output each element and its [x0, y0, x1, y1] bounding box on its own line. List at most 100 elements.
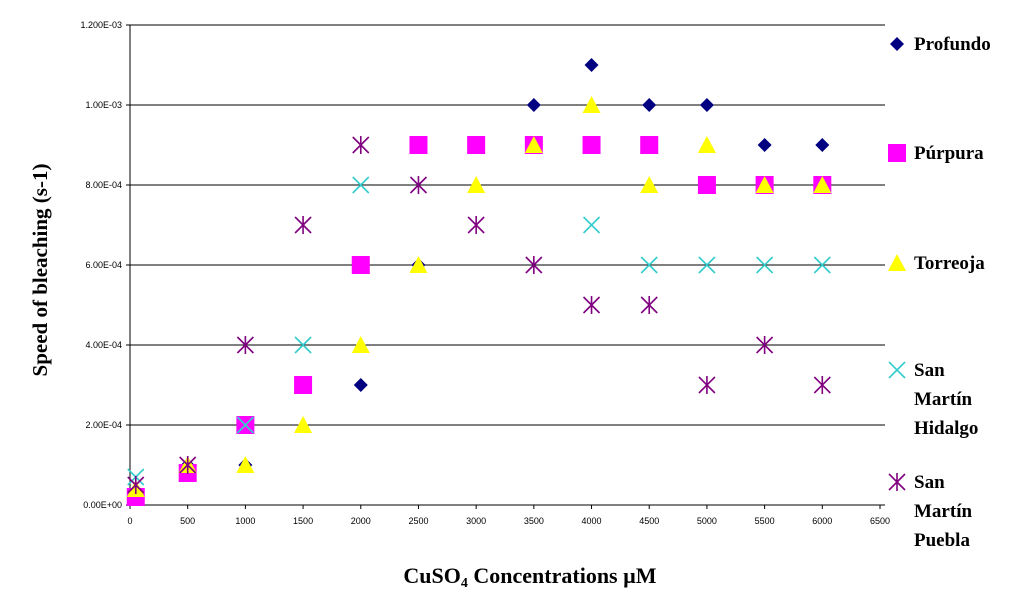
data-point [582, 296, 601, 314]
x-tick-labels: 0 500 1000 1500 2000 2500 3000 3500 4000 4500 5000… [127, 505, 890, 526]
y-axis-title: Speed of bleaching (s-1) [28, 164, 52, 377]
data-point [813, 176, 832, 193]
legend-marker [888, 254, 906, 271]
legend-label: Martín [914, 389, 972, 410]
legend-label: Puebla [914, 530, 970, 551]
data-point [236, 456, 255, 473]
legend-item: San Martín Puebla [888, 472, 972, 551]
data-point [756, 256, 774, 274]
data-point [467, 176, 486, 193]
legend-label: Torreoja [914, 253, 985, 274]
data-point [757, 138, 772, 152]
x-tick-label: 3000 [466, 516, 486, 526]
x-tick-label: 2500 [408, 516, 428, 526]
data-point [642, 98, 657, 112]
data-point [640, 256, 658, 274]
data-point [525, 256, 543, 274]
y-tick-label: 0.00E+00 [83, 500, 122, 510]
gridlines [130, 24, 885, 426]
legend-label: Profundo [914, 34, 991, 55]
legend-item: Torreoja [888, 253, 985, 274]
data-point [697, 136, 716, 153]
x-tick-label: 0 [127, 516, 132, 526]
x-tick-label: 6500 [870, 516, 890, 526]
data-point [582, 216, 601, 234]
x-tick-label: 4000 [582, 516, 602, 526]
legend-item: Profundo [890, 34, 991, 55]
legend-marker [888, 144, 906, 162]
data-point [698, 256, 716, 274]
data-points [126, 58, 832, 506]
data-point [699, 98, 714, 112]
legend-item: San Martín Hidalgo [888, 360, 978, 439]
data-point [236, 336, 254, 354]
data-point [813, 256, 831, 274]
data-point [294, 376, 313, 394]
data-point [409, 136, 428, 154]
data-point [352, 176, 370, 194]
data-point [467, 216, 485, 234]
y-tick-label: 8.00E-04 [85, 180, 122, 190]
series-3 [127, 176, 831, 486]
legend: ProfundoPúrpuraTorreojaSanMartínHidalgoS… [888, 34, 991, 551]
legend-label: San [914, 472, 945, 493]
data-point [352, 136, 370, 154]
x-axis-title-subscript: 4 [461, 576, 468, 591]
data-point [127, 476, 145, 494]
data-point [640, 296, 658, 314]
data-point [640, 136, 659, 154]
data-point [179, 456, 197, 474]
data-point [582, 96, 601, 113]
data-point [351, 256, 370, 274]
data-point [582, 136, 601, 154]
legend-marker [888, 361, 906, 379]
data-point [526, 98, 541, 112]
series-0 [128, 58, 830, 500]
data-point [698, 376, 716, 394]
legend-label: San [914, 360, 945, 381]
x-axis-title: CuSO4 Concentrations µM [403, 563, 656, 591]
data-point [640, 176, 659, 193]
legend-label: Martín [914, 501, 972, 522]
y-tick-label: 4.00E-04 [85, 340, 122, 350]
x-tick-label: 2000 [351, 516, 371, 526]
series-2 [126, 96, 832, 497]
x-tick-label: 5500 [755, 516, 775, 526]
y-tick-labels: 0.00E+00 2.00E-04 4.00E-04 6.00E-04 8.00E-04… [80, 20, 130, 510]
x-tick-label: 1500 [293, 516, 313, 526]
data-point [524, 136, 543, 153]
legend-label: Hidalgo [914, 418, 978, 439]
x-tick-label: 4500 [639, 516, 659, 526]
data-point [756, 336, 774, 354]
x-tick-label: 6000 [812, 516, 832, 526]
data-point [815, 138, 830, 152]
legend-marker [890, 37, 904, 51]
y-tick-label: 1.00E-03 [85, 100, 122, 110]
data-point [409, 176, 428, 194]
data-point [294, 336, 312, 354]
data-point [409, 256, 428, 273]
data-point [294, 416, 313, 433]
legend-item: Púrpura [888, 143, 984, 164]
x-tick-label: 500 [180, 516, 195, 526]
legend-marker [888, 473, 906, 491]
x-tick-label: 5000 [697, 516, 717, 526]
series-4 [127, 136, 831, 494]
y-tick-label: 6.00E-04 [85, 260, 122, 270]
legend-label: Púrpura [914, 143, 984, 164]
y-tick-label: 2.00E-04 [85, 420, 122, 430]
x-tick-label: 1000 [235, 516, 255, 526]
data-point [353, 378, 368, 392]
data-point [351, 336, 370, 353]
data-point [236, 416, 254, 434]
data-point [467, 136, 486, 154]
x-axis-title-main: CuSO [403, 563, 460, 588]
y-tick-label: 1.200E-03 [80, 20, 122, 30]
data-point [755, 176, 774, 193]
data-point [813, 376, 831, 394]
data-point [294, 216, 312, 234]
data-point [584, 58, 599, 72]
x-tick-label: 3500 [524, 516, 544, 526]
data-point [697, 176, 716, 194]
